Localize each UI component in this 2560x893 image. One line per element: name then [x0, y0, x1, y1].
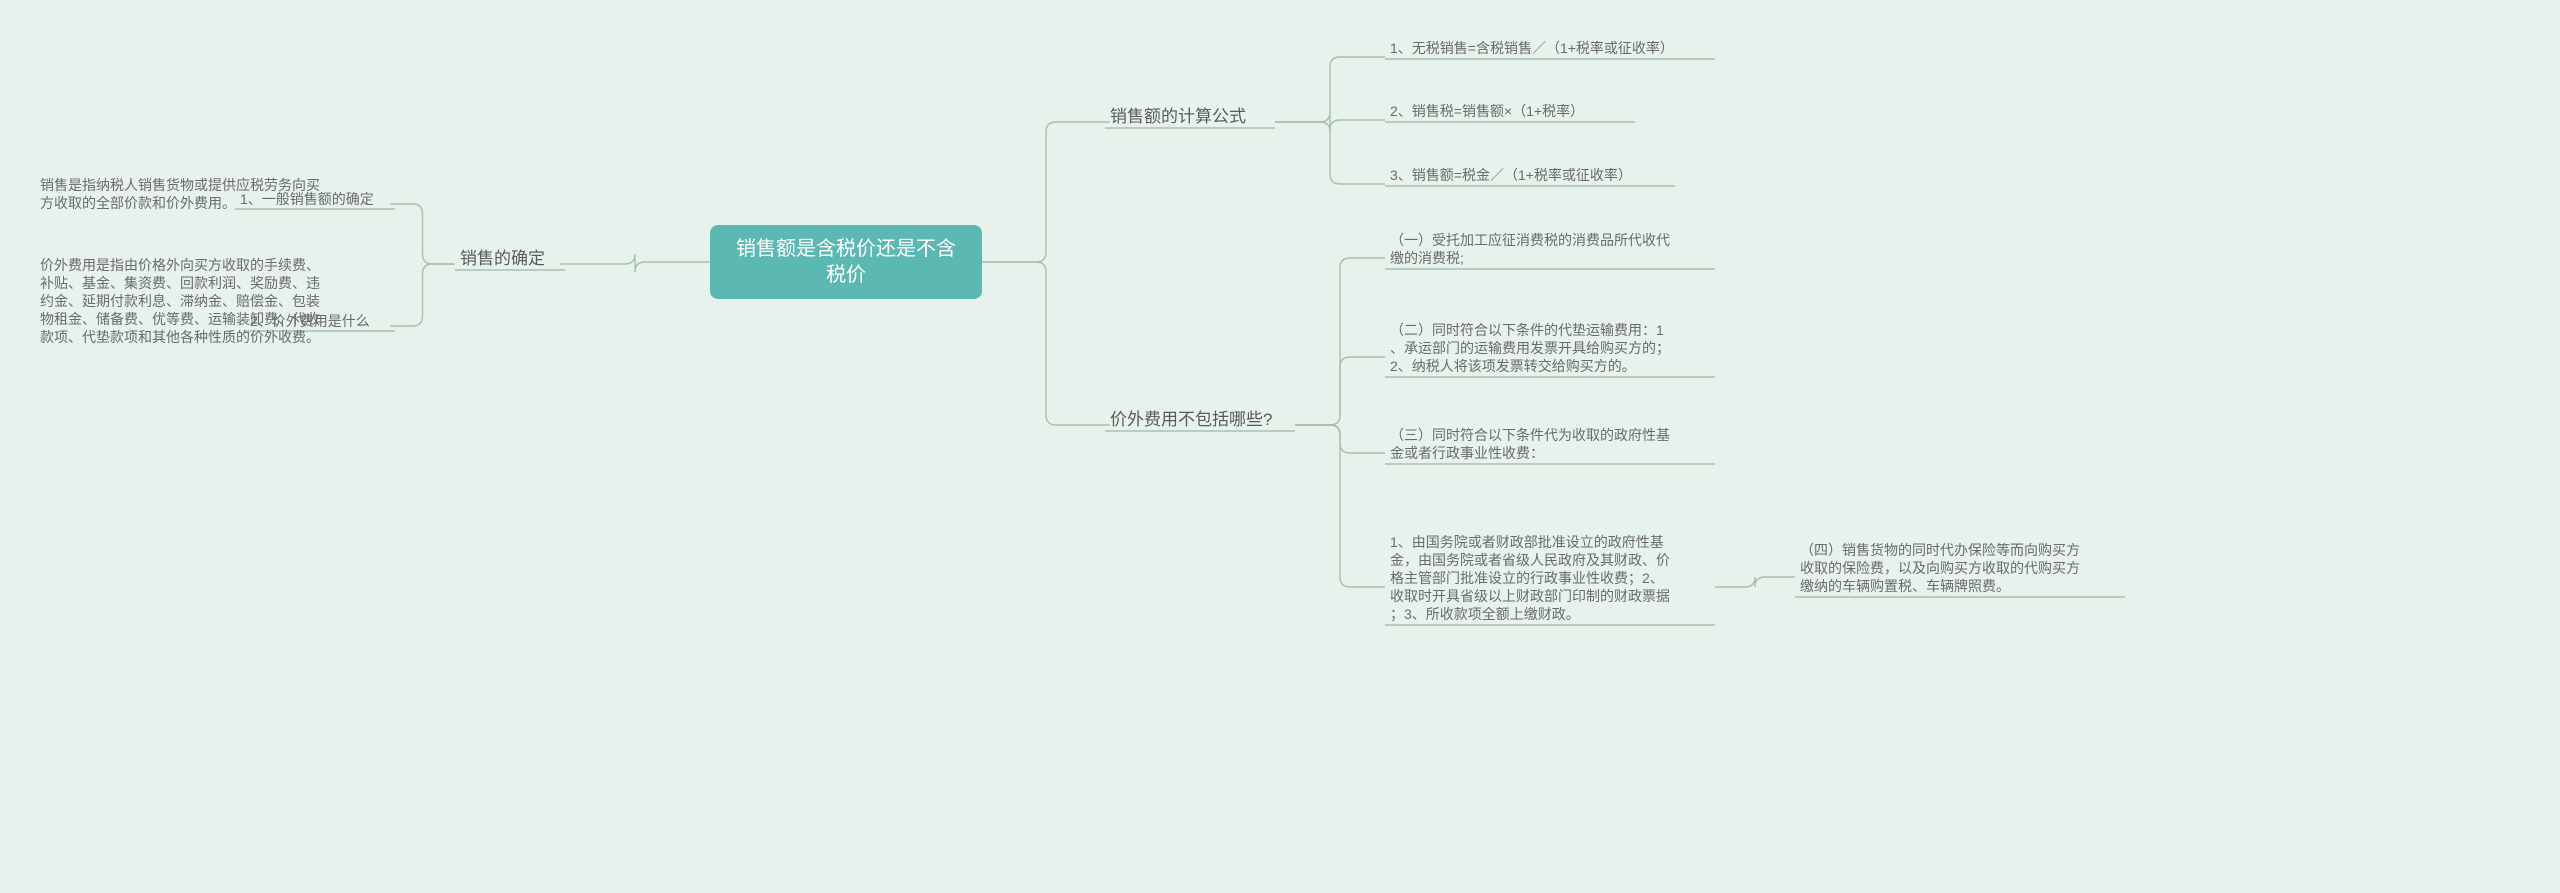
- mindmap-canvas: 销售额是含税价还是不含税价销售的确定1、一般销售额的确定销售是指纳税人销售货物或…: [0, 0, 2560, 893]
- connector: [1275, 122, 1385, 184]
- right-branch-label: 销售额的计算公式: [1110, 107, 1246, 126]
- root-node: [710, 225, 982, 299]
- right-leaf-child-label: （四）销售货物的同时代办保险等而向购买方收取的保险费，以及向购买方收取的代购买方…: [1800, 542, 2080, 594]
- connector: [1295, 425, 1385, 587]
- right-leaf-label: 1、无税销售=含税销售／（1+税率或征收率）: [1390, 40, 1674, 56]
- right-leaf-label: （二）同时符合以下条件的代垫运输费用：1、承运部门的运输费用发票开具给购买方的；…: [1390, 322, 1670, 374]
- connector: [560, 254, 710, 272]
- left-item-label: 1、一般销售额的确定: [240, 191, 374, 207]
- right-leaf-label: （一）受托加工应征消费税的消费品所代收代缴的消费税;: [1390, 232, 1670, 266]
- right-branch-label: 价外费用不包括哪些?: [1110, 410, 1272, 429]
- right-leaf-label: 1、由国务院或者财政部批准设立的政府性基金，由国务院或者省级人民政府及其财政、价…: [1390, 534, 1670, 623]
- right-leaf-label: 3、销售额=税金／（1+税率或征收率）: [1390, 167, 1632, 183]
- connector: [1715, 577, 1795, 587]
- connector: [982, 262, 1110, 425]
- connector: [982, 122, 1110, 262]
- right-leaf-label: 2、销售税=销售额×（1+税率）: [1390, 103, 1584, 119]
- right-leaf-label: （三）同时符合以下条件代为收取的政府性基金或者行政事业性收费：: [1390, 427, 1670, 461]
- left-branch-label: 销售的确定: [460, 249, 545, 268]
- left-item-note: 价外费用是指由价格外向买方收取的手续费、补贴、基金、集资费、回款利润、奖励费、违…: [40, 257, 320, 345]
- connector: [390, 264, 455, 326]
- connector: [390, 204, 455, 264]
- connector: [1295, 357, 1385, 425]
